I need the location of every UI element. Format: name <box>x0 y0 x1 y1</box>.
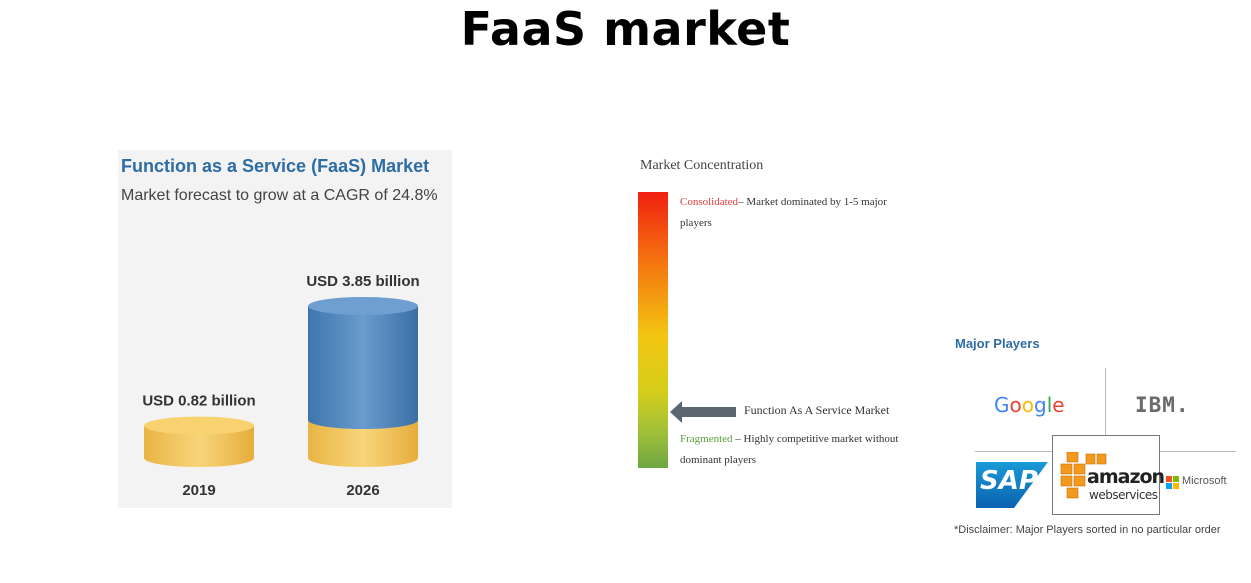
market-position-label: Function As A Service Market <box>744 403 890 417</box>
consolidated-desc-2: players <box>680 217 712 229</box>
google-letter-3: g <box>1034 393 1047 417</box>
fragmented-note: Fragmented – Highly competitive market w… <box>680 429 898 471</box>
forecast-panel: Function as a Service (FaaS) Market Mark… <box>118 150 452 508</box>
sap-logo-text: SAP <box>980 466 1038 496</box>
aws-top-boxes-icon <box>1085 453 1107 465</box>
players-divider-right <box>1158 451 1236 452</box>
amazon-box <box>1052 435 1160 515</box>
aws-boxes-icon <box>1060 452 1086 499</box>
major-players-title: Major Players <box>955 336 1040 351</box>
market-position-arrow-icon <box>670 401 736 423</box>
category-label: 2019 <box>182 482 215 499</box>
fragmented-desc-2: dominant players <box>680 454 757 466</box>
google-logo: Google <box>994 393 1065 417</box>
bar-2026 <box>308 297 418 429</box>
forecast-title: Function as a Service (FaaS) Market <box>121 156 430 176</box>
forecast-subtitle: Market forecast to grow at a CAGR of 24.… <box>121 187 438 204</box>
microsoft-logo-text: Microsoft <box>1182 475 1227 487</box>
consolidated-label: Consolidated <box>680 196 739 208</box>
google-letter-0: G <box>994 393 1010 417</box>
concentration-gradient-bar <box>638 192 668 468</box>
consolidated-note: Consolidated– Market dominated by 1-5 ma… <box>680 192 887 234</box>
fragmented-desc-1: – Highly competitive market without <box>732 433 899 445</box>
google-letter-5: e <box>1052 393 1065 417</box>
bar-2019 <box>144 416 254 467</box>
fragmented-label: Fragmented <box>680 433 733 445</box>
consolidated-desc-1: – Market dominated by 1-5 major <box>738 196 887 208</box>
google-letter-1: o <box>1009 393 1022 417</box>
google-letter-4: l <box>1046 393 1053 417</box>
bar-value-label: USD 0.82 billion <box>142 393 255 410</box>
amazon-logo-text: amazon <box>1087 466 1165 488</box>
players-divider-vertical <box>1105 368 1106 436</box>
microsoft-windows-icon <box>1166 476 1179 489</box>
ibm-logo: IBM. <box>1135 393 1190 417</box>
aws-subtext: webservices <box>1089 488 1158 502</box>
forecast-chart: USD 0.82 billion 2019 USD 3.85 billion 2026 <box>142 273 419 499</box>
category-label: 2026 <box>346 482 379 499</box>
bar-value-label: USD 3.85 billion <box>306 273 419 290</box>
concentration-title: Market Concentration <box>640 158 764 173</box>
sap-logo <box>976 462 1048 508</box>
page-title: FaaS market <box>460 2 791 56</box>
players-divider-left <box>975 451 1052 452</box>
google-letter-2: o <box>1021 393 1034 417</box>
disclaimer: *Disclaimer: Major Players sorted in no … <box>954 524 1221 536</box>
